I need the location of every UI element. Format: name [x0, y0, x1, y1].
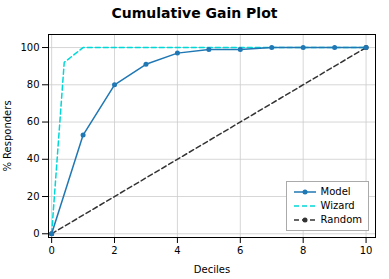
html-text:Model: Model — [320, 186, 351, 197]
svg-text:8: 8 — [300, 245, 306, 256]
html-text:Wizard: Wizard — [320, 200, 355, 211]
svg-text:80: 80 — [27, 79, 40, 90]
svg-text:100: 100 — [20, 42, 39, 53]
svg-text:60: 60 — [27, 116, 40, 127]
svg-text:40: 40 — [27, 153, 40, 164]
svg-text:2: 2 — [111, 245, 117, 256]
svg-text:Deciles: Deciles — [194, 264, 230, 275]
html-text:Random: Random — [320, 214, 362, 225]
svg-text:20: 20 — [27, 191, 40, 202]
svg-text:0: 0 — [33, 228, 39, 239]
svg-text:4: 4 — [174, 245, 180, 256]
svg-text:% Responders: % Responders — [2, 100, 13, 171]
svg-text:10: 10 — [360, 245, 373, 256]
svg-text:0: 0 — [48, 245, 54, 256]
html-text:Cumulative Gain Plot: Cumulative Gain Plot — [111, 5, 278, 21]
svg-text:6: 6 — [237, 245, 243, 256]
